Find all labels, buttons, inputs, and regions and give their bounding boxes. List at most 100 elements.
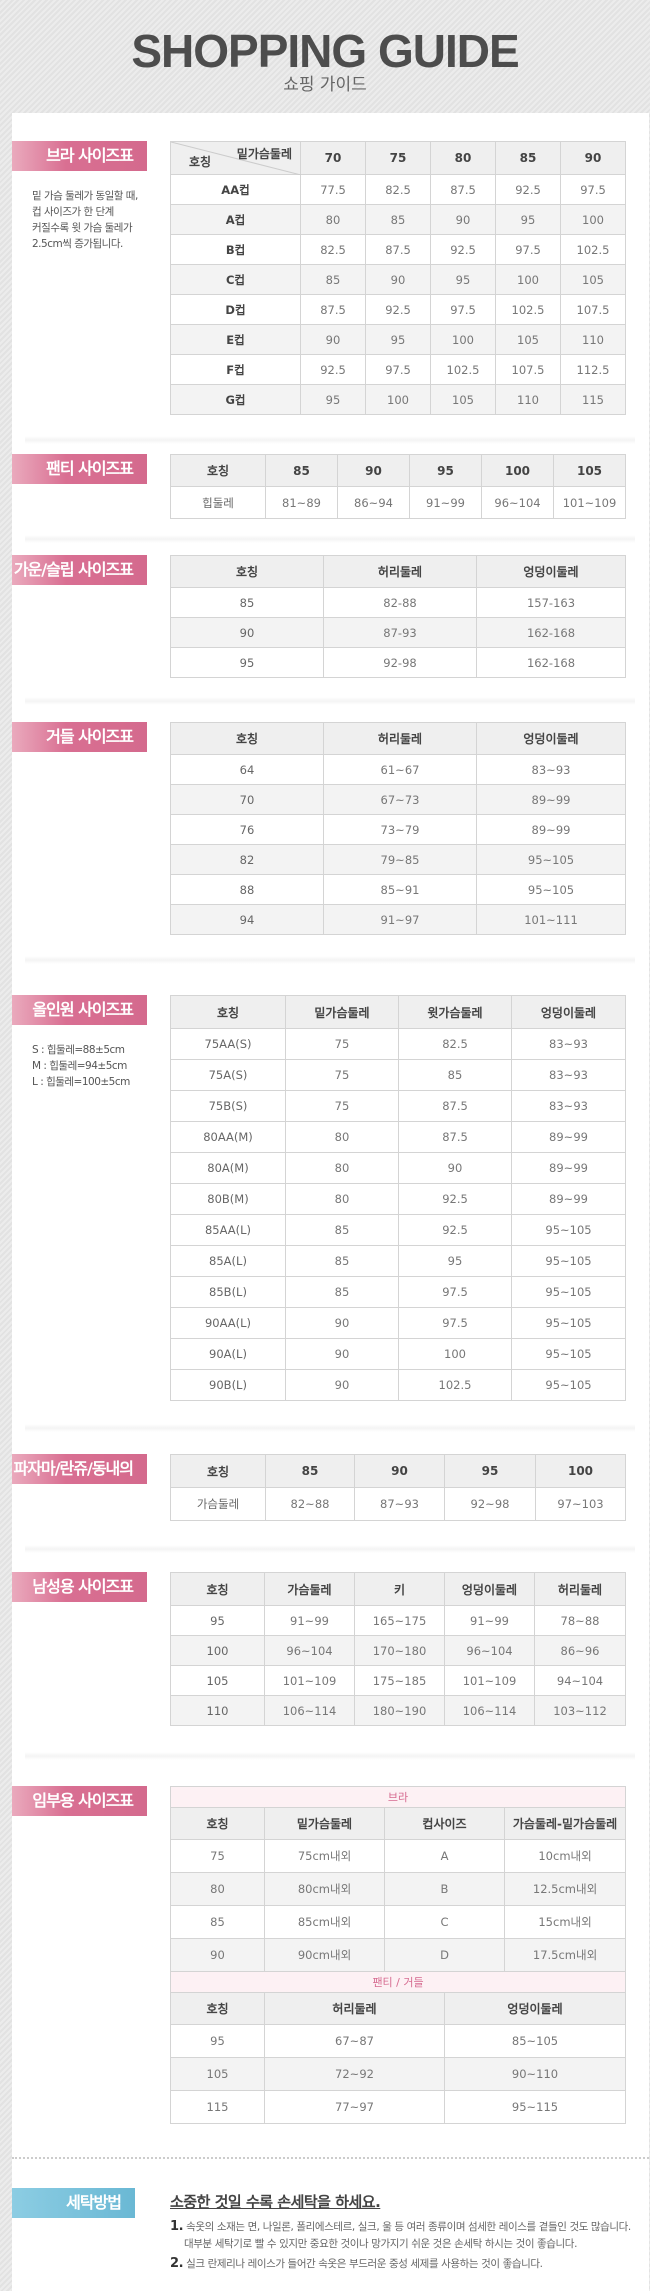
table-cell: 115 xyxy=(170,2090,265,2124)
table-row: 90 90cm내외 D 17.5cm내외 xyxy=(170,1938,627,1972)
table-cell: 72~92 xyxy=(264,2057,445,2091)
table-cell: 78~88 xyxy=(534,1605,626,1636)
table-row: 105 72~92 90~110 xyxy=(170,2057,627,2091)
column-header: 80 xyxy=(430,141,496,175)
table-cell: 90AA(L) xyxy=(170,1307,286,1339)
note-line: 2.5cm씩 증가됩니다. xyxy=(32,238,123,250)
allinone-size-label: 올인원 사이즈표 xyxy=(12,995,147,1025)
divider xyxy=(25,697,635,705)
diagonal-line xyxy=(171,142,301,175)
table-cell: 75 xyxy=(285,1090,399,1122)
column-header: 95 xyxy=(444,1454,536,1488)
bra-size-table: 밑가슴둘레 호칭 70 75 80 85 90 AA컵 77.5 82.5 87.5 92.5 97.5… xyxy=(170,141,626,415)
column-header: 호칭 xyxy=(170,995,286,1029)
note-line: S : 힙둘레=88±5cm xyxy=(32,1044,125,1056)
table-cell: 97.5 xyxy=(560,174,626,205)
pajama-size-table: 호칭 85 90 95 100 가슴둘레 82~88 87~93 92~98 97~103 xyxy=(170,1454,626,1521)
panty-size-table: 호칭 85 90 95 100 105 힙둘레 81~89 86~94 91~99 96~104 10… xyxy=(170,454,626,519)
column-header: 허리둘레 xyxy=(323,722,477,755)
table-cell: 86~96 xyxy=(534,1635,626,1666)
column-header: 허리둘레 xyxy=(264,1992,445,2025)
table-row: A컵 80 85 90 95 100 xyxy=(170,204,626,235)
column-header: 허리둘레 xyxy=(323,555,477,588)
table-cell: 81~89 xyxy=(265,486,338,519)
column-header: 가슴둘레-밑가슴둘레 xyxy=(503,1807,627,1840)
column-header: 90 xyxy=(560,141,626,175)
table-cell: 90 xyxy=(285,1307,399,1339)
table-cell: 106~114 xyxy=(264,1695,355,1726)
note-line: 컵 사이즈가 한 단계 xyxy=(32,206,114,218)
washing-heading: 소중한 것일 수록 손세탁을 하세요. xyxy=(170,2193,381,2211)
table-cell: 100 xyxy=(365,384,431,415)
table-cell: 92.5 xyxy=(365,294,431,325)
table-cell: 97.5 xyxy=(398,1307,512,1339)
table-cell: 89~99 xyxy=(511,1152,626,1184)
table-cell: 73~79 xyxy=(323,814,477,845)
table-cell: 96~104 xyxy=(264,1635,355,1666)
table-cell: 75B(S) xyxy=(170,1090,286,1122)
column-header: 105 xyxy=(553,454,626,487)
table-cell: 90cm내외 xyxy=(264,1938,385,1972)
note-line: 커질수록 윗 가슴 둘레가 xyxy=(32,222,133,234)
table-cell: 92.5 xyxy=(495,174,561,205)
girdle-size-table: 호칭 허리둘레 엉덩이둘레 64 61~67 83~93 70 67~73 89~99 76 73~… xyxy=(170,722,626,935)
item-text: 대부분 세탁기로 빨 수 있지만 중요한 것이나 망가지기 쉬운 것은 손세탁 … xyxy=(184,2238,578,2250)
table-cell: 101~111 xyxy=(476,904,626,935)
table-row: 75B(S) 75 87.5 83~93 xyxy=(170,1090,626,1122)
table-cell: A컵 xyxy=(170,204,301,235)
table-cell: 80 xyxy=(300,204,366,235)
pajama-size-label: 파자마/란쥬/동내의 xyxy=(12,1454,147,1484)
table-row: 64 61~67 83~93 xyxy=(170,754,626,785)
table-cell: 15cm내외 xyxy=(503,1905,627,1939)
table-row: 80A(M) 80 90 89~99 xyxy=(170,1152,626,1184)
table-cell: 95 xyxy=(170,647,324,678)
header-row: 밑가슴둘레 호칭 70 75 80 85 90 xyxy=(170,141,626,175)
table-cell: 105 xyxy=(495,324,561,355)
panty-size-label: 팬티 사이즈표 xyxy=(12,454,147,484)
table-row: 94 91~97 101~111 xyxy=(170,904,626,935)
column-header: 호칭 xyxy=(170,555,324,588)
table-row: 85AA(L) 85 92.5 95~105 xyxy=(170,1214,626,1246)
table-caption: 팬티 / 거들 xyxy=(169,1971,627,1993)
table-cell: 157-163 xyxy=(476,587,626,618)
table-cell: 95 xyxy=(170,1605,265,1636)
table-cell: 94~104 xyxy=(534,1665,626,1696)
table-row: 82 79~85 95~105 xyxy=(170,844,626,875)
table-cell: 83~93 xyxy=(511,1059,626,1091)
table-row: 95 67~87 85~105 xyxy=(170,2024,627,2058)
table-cell: 95 xyxy=(430,264,496,295)
table-caption: 브라 xyxy=(169,1786,627,1808)
table-cell: 170~180 xyxy=(354,1635,445,1666)
table-cell: 80 xyxy=(285,1183,399,1215)
table-cell: 80 xyxy=(285,1152,399,1184)
table-cell: AA컵 xyxy=(170,174,301,205)
column-header: 75 xyxy=(365,141,431,175)
gown-size-label: 가운/슬립 사이즈표 xyxy=(12,555,147,585)
table-cell: 110 xyxy=(170,1695,265,1726)
table-cell: 102.5 xyxy=(560,234,626,265)
table-cell: B컵 xyxy=(170,234,301,265)
table-cell: 162-168 xyxy=(476,617,626,648)
table-row: G컵 95 100 105 110 115 xyxy=(170,384,626,415)
table-cell: 85AA(L) xyxy=(170,1214,286,1246)
table-cell: 90 xyxy=(285,1369,399,1401)
table-cell: 100 xyxy=(560,204,626,235)
table-cell: 101~109 xyxy=(553,486,626,519)
column-header: 호칭 xyxy=(170,722,324,755)
table-cell: D컵 xyxy=(170,294,301,325)
header-row: 호칭 85 90 95 100 xyxy=(170,1454,626,1488)
table-cell: 105 xyxy=(560,264,626,295)
table-cell: 85~105 xyxy=(443,2024,627,2058)
table-cell: 가슴둘레 xyxy=(170,1487,266,1521)
allinone-size-table: 호칭 밑가슴둘레 윗가슴둘레 엉덩이둘레 75AA(S) 75 82.5 83~93 75A(S… xyxy=(170,995,626,1401)
column-header: 85 xyxy=(495,141,561,175)
column-header: 엉덩이둘레 xyxy=(443,1992,627,2025)
table-cell: 90 xyxy=(170,617,324,648)
table-cell: 85 xyxy=(300,264,366,295)
table-cell: 110 xyxy=(495,384,561,415)
table-cell: B xyxy=(384,1872,505,1906)
divider xyxy=(12,2157,649,2159)
table-cell: 70 xyxy=(170,784,324,815)
table-cell: 80 xyxy=(170,1872,265,1906)
table-cell: 97~103 xyxy=(535,1487,626,1521)
